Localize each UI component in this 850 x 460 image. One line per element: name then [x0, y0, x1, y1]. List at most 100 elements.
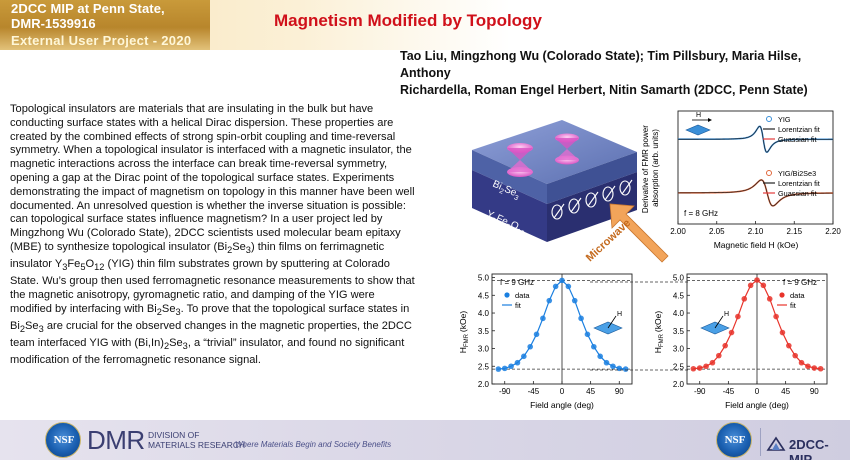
legend-marker [504, 292, 510, 298]
x-tick-label: 45 [586, 387, 595, 396]
fmr-fit-curve [678, 125, 833, 153]
legend-label: Guassian fit [778, 135, 817, 144]
y-tick-label: 5.0 [673, 274, 685, 283]
y-tick-label: 2.5 [673, 362, 685, 371]
footer-band [0, 420, 850, 460]
fmr-ylabel-line1: Derivative of FMR power [641, 125, 650, 213]
x-tick-label: 0 [755, 387, 760, 396]
legend-label: YIG/Bi2Se3 [778, 169, 816, 178]
angle-axes: -90 -45 0 45 90 2.0 2.5 3.0 3.5 4.0 4.5 5.0 [673, 274, 827, 396]
x-tick-label: 45 [781, 387, 790, 396]
bise-layer-label: Bi2Se3 [490, 179, 522, 203]
nsf-logo-right: NSF [716, 422, 752, 458]
formula-se: Se [25, 319, 39, 332]
formula-sub: 2 [19, 323, 26, 334]
formula-sub: 2 [156, 306, 162, 317]
data-point [722, 342, 728, 349]
header-project-box: 2DCC MIP at Penn State, DMR-1539916 Exte… [0, 0, 210, 50]
data-point [533, 331, 540, 338]
y-tick-label: 4.0 [673, 309, 685, 318]
x-tick-label: 0 [560, 387, 565, 396]
authors-line1: Tao Liu, Mingzhong Wu (Colorado State); … [400, 49, 802, 80]
footer-slogan: Where Materials Begin and Society Benefi… [235, 440, 392, 449]
formula-sub: 3 [62, 262, 68, 273]
fmr-inset-sample: H [685, 112, 712, 136]
data-point [546, 297, 553, 304]
body-paragraph: Topological insulators are materials tha… [10, 103, 418, 367]
fmr-inset-h: H [696, 112, 701, 119]
x-tick-label: -45 [723, 387, 735, 396]
fmr-xlabel: Magnetic field H (kOe) [714, 240, 799, 250]
formula-bise-se: Se [232, 240, 246, 253]
data-point [817, 365, 824, 372]
data-point [760, 282, 767, 289]
y-tick-label: 3.5 [478, 327, 490, 336]
angle-chart-yig-bise: -90 -45 0 45 90 2.0 2.5 3.0 3.5 4.0 4.5 5.0 f = 9 G… [653, 274, 828, 410]
fmr-derivative-chart: Derivative of FMR power absorption (arb.… [641, 110, 841, 250]
bise-layer-front [472, 150, 547, 204]
formula-sub: 3 [245, 245, 251, 256]
formula-se: Se [161, 302, 176, 315]
2dcc-mip-label: 2DCC-MIP [789, 437, 829, 460]
data-point [610, 363, 616, 370]
legend-label: data [790, 291, 805, 300]
angle-inset-sample: H [700, 311, 730, 335]
y-tick-label: 5.0 [478, 274, 490, 283]
data-point [501, 365, 508, 372]
data-point [709, 359, 716, 366]
formula-sub: 5 [80, 262, 86, 273]
x-tick-label: 2.10 [748, 227, 764, 236]
data-point [552, 283, 559, 290]
data-point [728, 329, 735, 336]
yig-layer-label: Y3Fe5O12 [484, 209, 528, 238]
formula-sub: 2 [227, 245, 233, 256]
header-project-line2: DMR-1539916 [11, 16, 96, 31]
legend-label: data [515, 291, 530, 300]
data-point [690, 365, 697, 372]
data-point [514, 359, 521, 366]
bise-layer-side [547, 152, 637, 204]
y-tick-label: 3.0 [673, 345, 685, 354]
data-point [578, 315, 584, 322]
x-tick-label: 2.15 [786, 227, 802, 236]
legend-label: fit [790, 301, 797, 310]
data-point [747, 282, 754, 289]
dmr-division-text: DIVISION OF MATERIALS RESEARCH [148, 430, 245, 450]
data-point [792, 352, 798, 359]
nsf-logo-text: NSF [724, 434, 746, 446]
legend-label: fit [515, 301, 522, 310]
formula-yig-fe: Fe [67, 257, 81, 270]
formula-sub: 3 [38, 323, 44, 334]
data-point [527, 343, 533, 350]
header-project-line3: External User Project - 2020 [11, 33, 192, 48]
fmr-ylabel-line2: absorption (arb. units) [651, 129, 660, 207]
legend-label: Lorentzian fit [778, 125, 820, 134]
formula-sub: 3 [182, 340, 188, 351]
body-text-4: . To prove that the topological surface … [10, 302, 410, 332]
formula-sub: 2 [163, 340, 170, 351]
authors: Tao Liu, Mingzhong Wu (Colorado State); … [400, 48, 845, 99]
dmr-division-line2: MATERIALS RESEARCH [148, 440, 246, 450]
legend-marker [766, 170, 772, 176]
data-point [786, 342, 792, 349]
body-text-3: (YIG) thin film substrates grown by sput… [10, 257, 415, 315]
formula-sub: 12 [94, 262, 105, 273]
y-tick-label: 2.5 [478, 362, 490, 371]
data-point [521, 353, 527, 360]
x-tick-label: -90 [499, 387, 511, 396]
formula-se: Se [169, 336, 183, 349]
x-tick-label: -90 [694, 387, 706, 396]
data-point [508, 363, 514, 370]
yig-layer-front [472, 170, 547, 242]
fmr-fit-curve [678, 179, 834, 207]
angle-inset-h: H [724, 311, 729, 318]
2dcc-mip-icon [766, 436, 786, 451]
fmr-ylabel: Derivative of FMR power absorption (arb.… [641, 123, 660, 213]
y-tick-label: 2.0 [673, 380, 685, 389]
angle-xlabel: Field angle (deg) [530, 400, 594, 410]
x-tick-label: 2.00 [670, 227, 686, 236]
angle-data [690, 277, 824, 372]
